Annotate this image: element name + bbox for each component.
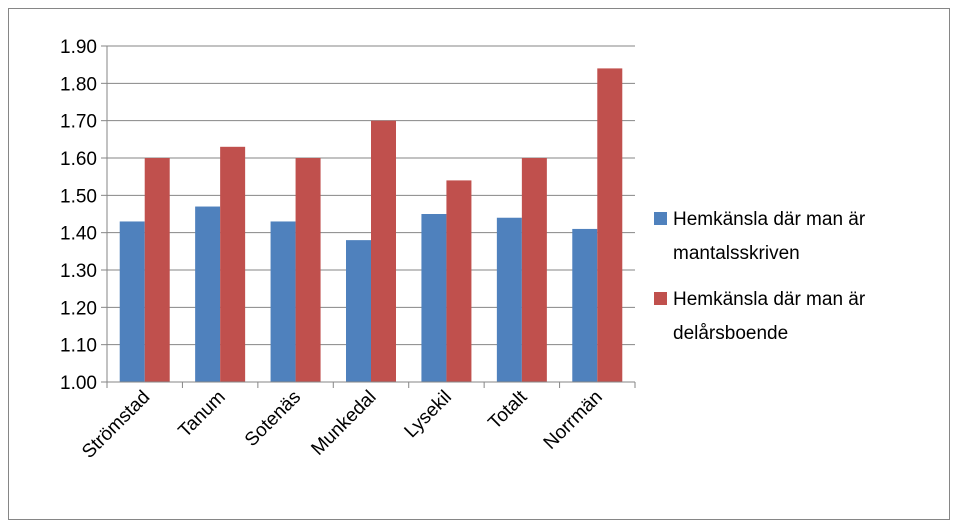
bar [572, 228, 598, 382]
x-tick-labels: Strömstad Tanum Sotenäs Munkedal Lysekil Tota… [78, 386, 607, 463]
x-tick-label: Sotenäs [241, 387, 305, 451]
legend-label: delårsboende [673, 323, 788, 344]
bar-chart: 1.00 1.10 1.20 1.30 1.40 1.50 1.60 1.70 1.80 1.90… [60, 37, 866, 463]
axes [101, 45, 636, 388]
x-tick-label: Strömstad [78, 387, 154, 463]
bar [496, 217, 522, 382]
x-tick-label: Munkedal [307, 387, 380, 460]
bar [597, 68, 623, 383]
bar [446, 180, 472, 382]
y-tick-label: 1.20 [60, 298, 97, 319]
x-tick-label: Lysekil [401, 387, 456, 442]
legend-swatch [654, 212, 667, 225]
bar [346, 240, 371, 382]
bar [119, 221, 145, 382]
bar [195, 206, 221, 382]
bar [421, 214, 447, 382]
x-tick-label: Totalt [484, 386, 531, 433]
bar [220, 146, 246, 382]
bar [144, 158, 170, 382]
y-tick-label: 1.80 [60, 74, 97, 95]
y-tick-label: 1.50 [60, 186, 97, 207]
y-tick-label: 1.10 [60, 336, 97, 357]
y-tick-label: 1.60 [60, 149, 97, 170]
y-tick-label: 1.40 [60, 224, 97, 245]
x-tick-label: Norrmän [540, 387, 607, 454]
chart-area: 1.00 1.10 1.20 1.30 1.40 1.50 1.60 1.70 1.80 1.90… [8, 8, 950, 520]
legend-label: mantalsskriven [673, 243, 800, 264]
legend-swatch [654, 292, 667, 305]
legend-label: Hemkänsla där man är [673, 209, 866, 230]
bar [371, 120, 396, 383]
y-tick-labels: 1.00 1.10 1.20 1.30 1.40 1.50 1.60 1.70 1.80 1.90 [60, 37, 97, 394]
bar [521, 158, 547, 382]
x-tick-label: Tanum [175, 387, 230, 442]
legend-label: Hemkänsla där man är [673, 289, 866, 310]
legend: Hemkänsla där man är mantalsskriven Hemkän… [654, 209, 866, 344]
bar [295, 158, 321, 382]
y-tick-label: 1.30 [60, 261, 97, 282]
y-tick-label: 1.00 [60, 373, 97, 394]
bars [119, 68, 623, 383]
bar [270, 221, 296, 382]
y-tick-label: 1.70 [60, 112, 97, 133]
y-tick-label: 1.90 [60, 37, 97, 58]
